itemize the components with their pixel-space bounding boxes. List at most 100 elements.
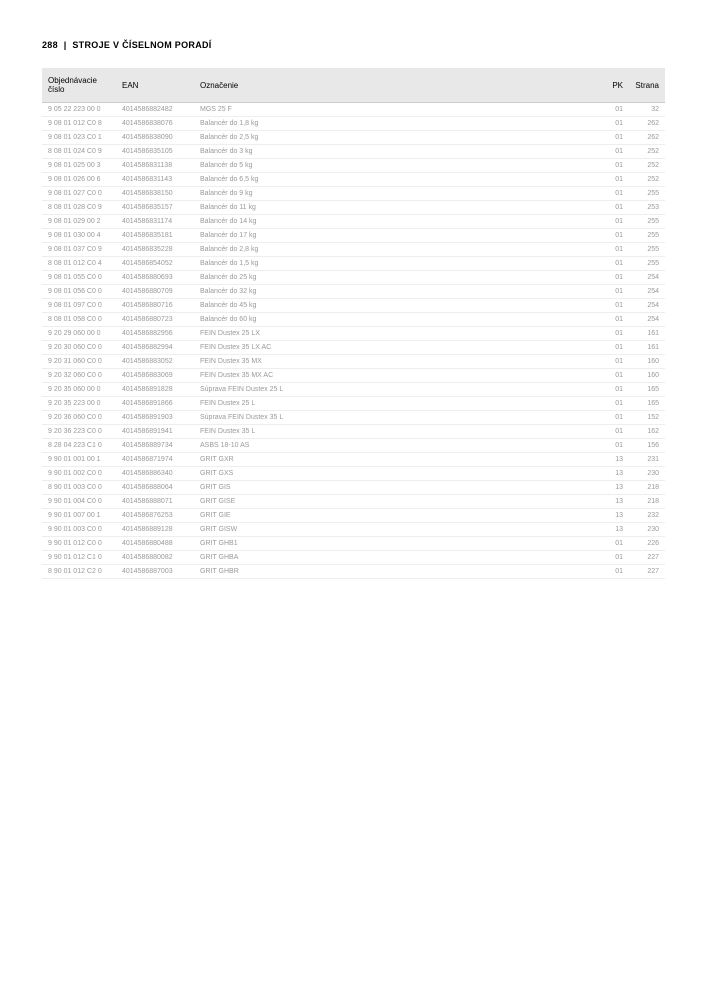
table-cell: 4014586880723 [116, 313, 194, 327]
table-cell: Balancér do 17 kg [194, 229, 601, 243]
table-cell: Súprava FEIN Dustex 25 L [194, 383, 601, 397]
table-cell: 252 [629, 145, 665, 159]
table-row: 9 08 01 025 00 34014586831138Balancér do… [42, 159, 665, 173]
table-header-cell: Označenie [194, 68, 601, 103]
table-row: 9 08 01 037 C0 94014586835228Balancér do… [42, 243, 665, 257]
table-cell: 8 90 01 012 C2 0 [42, 565, 116, 579]
page-number: 288 [42, 40, 58, 50]
table-cell: 01 [601, 103, 629, 117]
table-cell: 4014586880082 [116, 551, 194, 565]
table-cell: 01 [601, 201, 629, 215]
table-cell: 226 [629, 537, 665, 551]
table-cell: 4014586876253 [116, 509, 194, 523]
table-cell: 9 08 01 026 00 6 [42, 173, 116, 187]
table-cell: 9 08 01 030 00 4 [42, 229, 116, 243]
table-cell: 160 [629, 355, 665, 369]
table-cell: 230 [629, 467, 665, 481]
table-cell: 9 20 36 223 C0 0 [42, 425, 116, 439]
table-cell: 4014586891941 [116, 425, 194, 439]
table-cell: 01 [601, 145, 629, 159]
table-cell: 232 [629, 509, 665, 523]
table-cell: 13 [601, 481, 629, 495]
table-row: 8 90 01 012 C2 04014586887003GRIT GHBR01… [42, 565, 665, 579]
table-cell: 252 [629, 159, 665, 173]
table-cell: GRIT GISW [194, 523, 601, 537]
table-cell: 262 [629, 131, 665, 145]
table-row: 9 08 01 056 C0 04014586880709Balancér do… [42, 285, 665, 299]
table-cell: 8 08 01 028 C0 9 [42, 201, 116, 215]
table-row: 8 08 01 028 C0 94014586835157Balancér do… [42, 201, 665, 215]
table-cell: 01 [601, 341, 629, 355]
table-cell: 255 [629, 243, 665, 257]
table-cell: 9 90 01 004 C0 0 [42, 495, 116, 509]
table-cell: 4014586835181 [116, 229, 194, 243]
table-cell: 9 05 22 223 00 0 [42, 103, 116, 117]
table-cell: 01 [601, 383, 629, 397]
table-cell: 4014586880709 [116, 285, 194, 299]
table-cell: 8 08 01 024 C0 9 [42, 145, 116, 159]
table-row: 9 08 01 029 00 24014586831174Balancér do… [42, 215, 665, 229]
table-cell: 01 [601, 271, 629, 285]
table-cell: 4014586883069 [116, 369, 194, 383]
page-title: STROJE V ČÍSELNOM PORADÍ [72, 40, 211, 50]
table-cell: GRIT GHBA [194, 551, 601, 565]
table-cell: 4014586880488 [116, 537, 194, 551]
table-cell: 4014586880716 [116, 299, 194, 313]
table-row: 8 90 01 003 C0 04014586888064GRIT GIS132… [42, 481, 665, 495]
table-row: 8 08 01 012 C0 44014586854052Balancér do… [42, 257, 665, 271]
table-header-cell: PK [601, 68, 629, 103]
table-cell: 165 [629, 383, 665, 397]
table-row: 8 28 04 223 C1 04014586889734ASBS 18-10 … [42, 439, 665, 453]
table-row: 9 90 01 002 C0 04014586886340GRIT GXS132… [42, 467, 665, 481]
table-cell: 227 [629, 565, 665, 579]
table-cell: 4014586835105 [116, 145, 194, 159]
table-cell: 9 08 01 027 C0 0 [42, 187, 116, 201]
table-cell: 01 [601, 551, 629, 565]
table-cell: 4014586888064 [116, 481, 194, 495]
page-header: 288 | STROJE V ČÍSELNOM PORADÍ [42, 40, 665, 50]
table-cell: 255 [629, 187, 665, 201]
table-cell: 01 [601, 425, 629, 439]
table-row: 9 90 01 003 C0 04014586889128GRIT GISW13… [42, 523, 665, 537]
table-cell: 4014586838076 [116, 117, 194, 131]
table-cell: 9 08 01 055 C0 0 [42, 271, 116, 285]
table-cell: 9 20 32 060 C0 0 [42, 369, 116, 383]
table-cell: 262 [629, 117, 665, 131]
table-cell: FEIN Dustex 25 L [194, 397, 601, 411]
table-cell: 4014586891866 [116, 397, 194, 411]
table-cell: 01 [601, 257, 629, 271]
table-cell: 4014586883052 [116, 355, 194, 369]
table-cell: Balancér do 1,5 kg [194, 257, 601, 271]
table-cell: 230 [629, 523, 665, 537]
table-header-cell: EAN [116, 68, 194, 103]
table-cell: Balancér do 11 kg [194, 201, 601, 215]
table-cell: FEIN Dustex 35 L [194, 425, 601, 439]
table-cell: 254 [629, 299, 665, 313]
table-cell: Balancér do 5 kg [194, 159, 601, 173]
table-cell: 9 08 01 025 00 3 [42, 159, 116, 173]
table-cell: GRIT GISE [194, 495, 601, 509]
table-cell: 4014586891828 [116, 383, 194, 397]
table-cell: Balancér do 2,8 kg [194, 243, 601, 257]
table-cell: 231 [629, 453, 665, 467]
table-cell: GRIT GIS [194, 481, 601, 495]
product-table: Objednávacie čísloEANOznačeniePKStrana 9… [42, 68, 665, 579]
table-cell: 9 20 35 223 00 0 [42, 397, 116, 411]
table-cell: 01 [601, 397, 629, 411]
table-row: 9 20 36 060 C0 04014586891903Súprava FEI… [42, 411, 665, 425]
table-cell: 01 [601, 117, 629, 131]
table-cell: Balancér do 32 kg [194, 285, 601, 299]
table-cell: 01 [601, 215, 629, 229]
table-cell: Balancér do 14 kg [194, 215, 601, 229]
table-cell: ASBS 18-10 AS [194, 439, 601, 453]
table-cell: 4014586887003 [116, 565, 194, 579]
table-head: Objednávacie čísloEANOznačeniePKStrana [42, 68, 665, 103]
table-cell: 01 [601, 299, 629, 313]
table-cell: 4014586882482 [116, 103, 194, 117]
table-row: 9 20 35 223 00 04014586891866FEIN Dustex… [42, 397, 665, 411]
table-cell: 9 90 01 001 00 1 [42, 453, 116, 467]
table-cell: MGS 25 F [194, 103, 601, 117]
table-cell: 255 [629, 215, 665, 229]
table-row: 8 08 01 058 C0 04014586880723Balancér do… [42, 313, 665, 327]
table-row: 9 90 01 012 C1 04014586880082GRIT GHBA01… [42, 551, 665, 565]
